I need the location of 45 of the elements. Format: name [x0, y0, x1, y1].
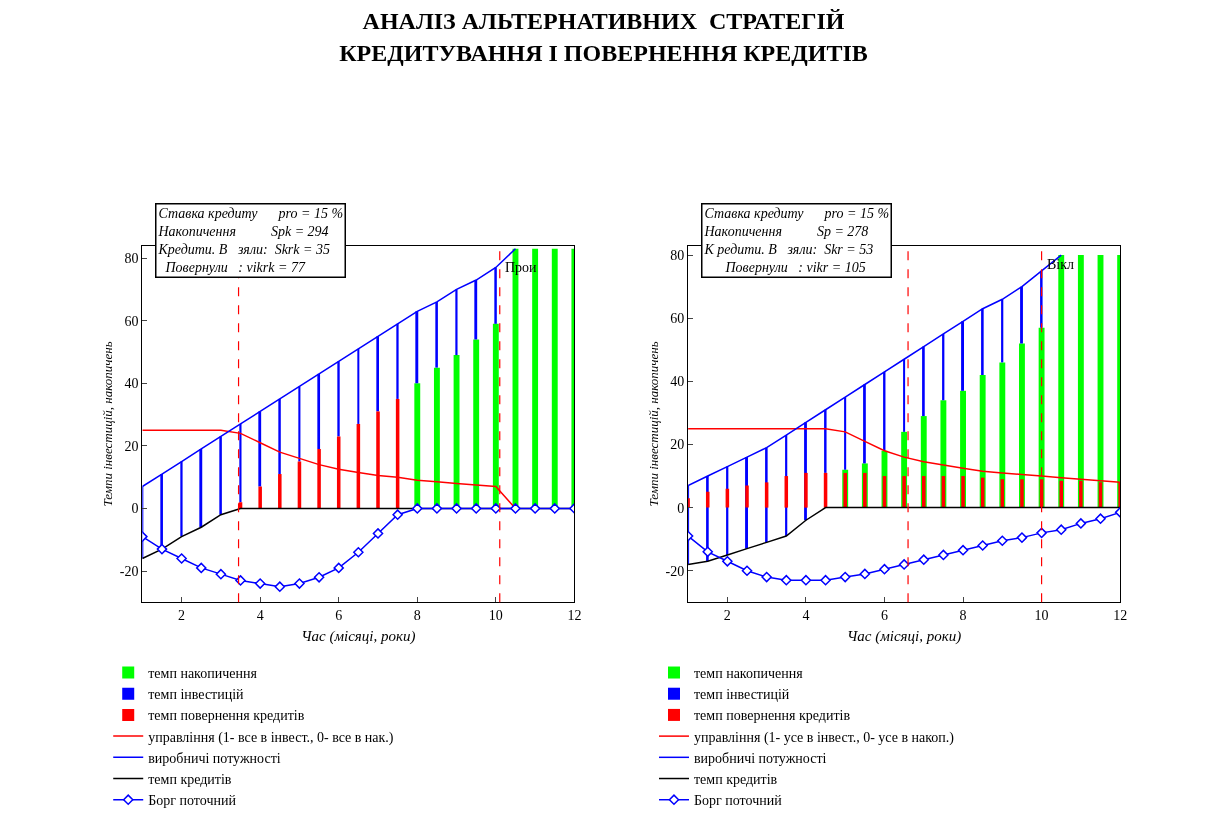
x-axis-title: Час (місяці, роки) — [301, 628, 416, 646]
legend-label: темп повернення кредитів — [148, 708, 305, 724]
y-tick-label: 40 — [670, 374, 685, 390]
legend-label: виробничі потужності — [693, 750, 827, 766]
x-tick-label: 10 — [1034, 608, 1049, 624]
y-tick-label: 20 — [670, 437, 685, 453]
legend-label: темп кредитів — [693, 771, 778, 787]
x-tick-label: 6 — [880, 608, 888, 624]
y-tick-label: 80 — [124, 251, 139, 267]
x-tick-label: 2 — [723, 608, 731, 624]
y-axis-title: Темпи інвестицій, накопичень — [645, 341, 661, 507]
x-tick-label: 6 — [335, 608, 343, 624]
x-tick-label: 4 — [802, 608, 810, 624]
x-tick-label: 12 — [1113, 608, 1128, 624]
legend-label: темп повернення кредитів — [693, 708, 851, 724]
legend-label: Борг поточний — [693, 793, 783, 809]
y-tick-label: 0 — [677, 500, 685, 516]
annotation: Ставка кредиту pro = 15 % Накопичення Spk = 294 Кредити. В зяли: Skrk = 35 Повернули : vikrk = 77 — [157, 205, 344, 276]
legend-label: Борг поточний — [148, 793, 237, 809]
y-tick-label: -20 — [119, 563, 139, 579]
legend-label: темп інвестицій — [148, 687, 245, 703]
x-axis-title: Час (місяці, роки) — [846, 628, 962, 646]
legend-label: управління (1- усе в інвест., 0- усе в накоп.) — [693, 729, 955, 746]
y-axis-title: Темпи інвестицій, накопичень — [99, 341, 115, 507]
legend-label: управління (1- все в інвест., 0- все в нак.) — [148, 729, 394, 746]
y-tick-label: 20 — [124, 438, 139, 454]
y-tick-label: 60 — [124, 313, 139, 329]
y-tick-label: 40 — [124, 376, 139, 392]
x-tick-label: 12 — [567, 608, 582, 624]
chart-title: АНАЛІЗ АЛЬТЕРНАТИВНИХ СТРАТЕГІЙ КРЕДИТУВАННЯ І ПОВЕРНЕННЯ КРЕДИТІВ — [339, 8, 868, 66]
y-tick-label: 0 — [131, 501, 139, 517]
legend-label: темп накопичення — [693, 665, 804, 681]
legend-label: темп інвестицій — [693, 687, 790, 703]
legend-label: темп кредитів — [148, 771, 232, 787]
x-tick-label: 2 — [178, 608, 186, 624]
y-tick-label: 60 — [670, 311, 685, 327]
x-tick-label: 8 — [413, 608, 421, 624]
legend-label: виробничі потужності — [148, 750, 281, 766]
y-tick-label: 80 — [670, 247, 685, 263]
legend-label: темп накопичення — [148, 665, 258, 681]
annotation: Ставка кредиту pro = 15 % Накопичення Sp = 278 К редити. В зяли: Skr = 53 Повернули : vikr = 105 — [703, 205, 890, 276]
y-tick-label: -20 — [665, 563, 685, 579]
x-tick-label: 4 — [256, 608, 264, 624]
x-tick-label: 8 — [959, 608, 967, 624]
x-tick-label: 10 — [488, 608, 503, 624]
